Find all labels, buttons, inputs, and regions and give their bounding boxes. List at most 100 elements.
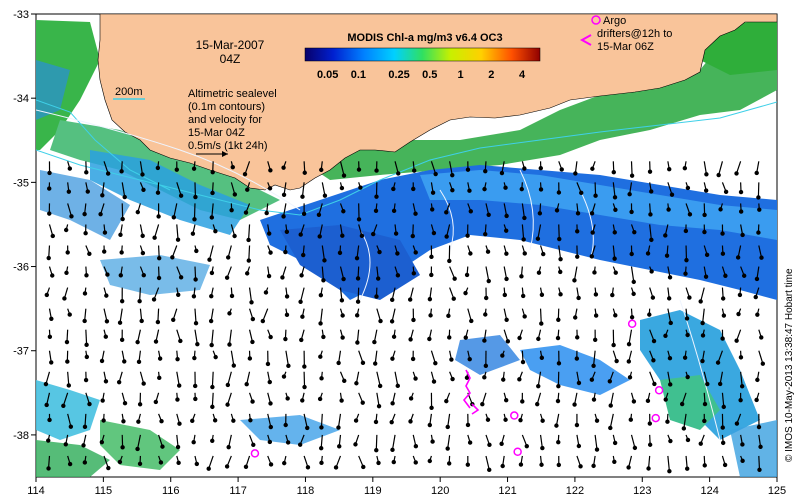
- velocity-arrow-head: [589, 211, 595, 216]
- velocity-arrow-head: [212, 418, 218, 423]
- velocity-arrow-head: [176, 292, 181, 297]
- velocity-arrow-head: [337, 444, 342, 449]
- velocity-arrow-head: [444, 210, 449, 215]
- velocity-arrow-head: [390, 401, 395, 406]
- velocity-arrow: [303, 413, 308, 429]
- velocity-arrow-head: [374, 168, 379, 173]
- velocity-arrow-head: [120, 445, 125, 450]
- velocity-arrow-head: [339, 398, 344, 403]
- velocity-arrow-head: [483, 312, 488, 317]
- velocity-arrow-head: [260, 318, 266, 324]
- velocity-arrow-head: [447, 335, 452, 340]
- velocity-arrow: [62, 392, 69, 406]
- velocity-arrow: [139, 287, 142, 302]
- velocity-arrow-head: [377, 249, 382, 255]
- velocity-arrow: [537, 371, 542, 387]
- velocity-arrow: [248, 245, 251, 261]
- argo-note-line-1: Argo: [603, 15, 626, 27]
- velocity-arrow-head: [354, 381, 359, 386]
- velocity-arrow-head: [758, 444, 763, 449]
- velocity-arrow-head: [700, 320, 705, 326]
- velocity-arrow-head: [267, 186, 273, 191]
- velocity-arrow-head: [467, 440, 473, 445]
- velocity-arrow-head: [685, 437, 691, 443]
- velocity-note-line-3: and velocity for: [188, 114, 262, 126]
- velocity-arrow-head: [685, 185, 691, 191]
- velocity-arrows: [43, 161, 766, 474]
- velocity-arrow-head: [232, 233, 237, 239]
- velocity-arrow-head: [268, 401, 273, 406]
- velocity-arrow-head: [245, 187, 250, 192]
- velocity-arrow-head: [103, 379, 109, 384]
- velocity-arrow-head: [734, 338, 739, 343]
- velocity-arrow: [119, 308, 123, 323]
- velocity-arrow-head: [153, 339, 159, 344]
- velocity-arrow-head: [572, 402, 577, 407]
- velocity-arrow-head: [592, 337, 598, 342]
- velocity-arrow-head: [576, 380, 582, 386]
- velocity-arrow-head: [210, 169, 215, 175]
- argo-float-marker: [651, 413, 660, 423]
- velocity-arrow-head: [318, 321, 323, 326]
- velocity-arrow: [337, 413, 342, 428]
- velocity-arrow-head: [209, 342, 214, 348]
- velocity-arrow-head: [613, 270, 618, 275]
- velocity-arrow-head: [517, 377, 522, 382]
- velocity-arrow-head: [302, 384, 307, 390]
- velocity-arrow-head: [391, 186, 396, 192]
- velocity-arrow-head: [720, 425, 725, 430]
- velocity-arrow-head: [340, 233, 345, 238]
- velocity-arrow-head: [208, 318, 214, 324]
- velocity-arrow: [758, 455, 761, 470]
- velocity-arrow: [230, 350, 235, 366]
- y-tick-label: -38: [13, 430, 29, 442]
- velocity-arrow-head: [301, 252, 306, 258]
- velocity-arrow-head: [140, 233, 145, 239]
- velocity-arrow-head: [282, 460, 287, 466]
- velocity-arrow-head: [559, 167, 564, 172]
- velocity-arrow-head: [482, 375, 487, 380]
- velocity-arrow-head: [305, 465, 311, 470]
- x-tick-label: 115: [95, 485, 113, 497]
- velocity-arrow-head: [517, 335, 522, 341]
- velocity-arrow-head: [84, 170, 89, 175]
- argo-float-marker: [627, 319, 637, 329]
- velocity-arrow-head: [250, 339, 255, 345]
- velocity-arrow-head: [104, 319, 110, 324]
- velocity-arrow-head: [593, 292, 599, 297]
- velocity-arrow-head: [231, 363, 237, 368]
- velocity-arrow-head: [395, 383, 400, 389]
- velocity-arrow-head: [483, 231, 488, 237]
- velocity-arrow-head: [537, 211, 543, 216]
- velocity-arrow: [211, 392, 214, 407]
- velocity-arrow-head: [244, 382, 249, 387]
- velocity-arrow-head: [627, 375, 633, 380]
- velocity-arrow-head: [248, 418, 253, 423]
- velocity-arrow-head: [175, 356, 180, 362]
- velocity-arrow-head: [250, 316, 256, 322]
- velocity-arrow: [357, 287, 360, 302]
- velocity-arrow-head: [321, 334, 326, 340]
- velocity-arrow-head: [354, 313, 360, 318]
- velocity-arrow-head: [759, 335, 764, 340]
- velocity-arrow-head: [67, 312, 72, 317]
- y-axis: -33 -34 -35 -36 -37 -38: [13, 9, 36, 442]
- velocity-arrow-head: [411, 271, 417, 276]
- velocity-arrow-head: [281, 214, 286, 219]
- velocity-arrow: [740, 371, 743, 387]
- velocity-arrow-head: [122, 401, 128, 406]
- velocity-arrow: [67, 371, 70, 386]
- velocity-arrow-head: [396, 171, 401, 176]
- velocity-arrow: [630, 161, 633, 176]
- velocity-arrow-head: [558, 256, 563, 262]
- velocity-arrow-head: [482, 338, 487, 343]
- velocity-arrow-head: [626, 465, 631, 470]
- velocity-arrow-head: [319, 376, 324, 381]
- velocity-arrow: [211, 203, 214, 218]
- velocity-arrow-head: [302, 170, 307, 175]
- velocity-arrow-head: [318, 354, 323, 359]
- velocity-arrow-head: [574, 356, 580, 361]
- velocity-arrow-head: [373, 208, 379, 213]
- argo-note-line-2: drifters@12h to: [597, 28, 672, 40]
- velocity-arrow-head: [375, 276, 381, 281]
